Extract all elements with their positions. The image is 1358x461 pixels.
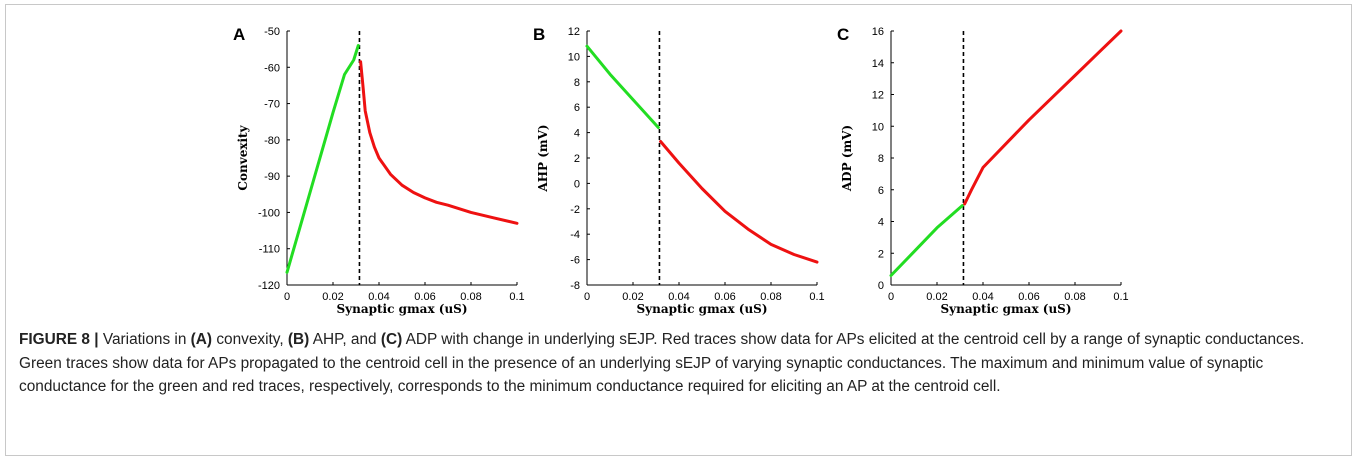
y-tick-label: 10 <box>872 121 884 133</box>
y-tick-label: 8 <box>878 153 884 165</box>
chart-panel-c: C 0 2 4 6 8 10 12 14 16 0 0.02 0.04 0.06 0.08 0.1 Synapt… <box>837 25 1129 316</box>
red-trace-line <box>659 140 819 264</box>
y-tick-label: 0 <box>574 178 580 190</box>
y-tick-label: 4 <box>574 128 580 140</box>
y-tick-label: 12 <box>872 90 884 102</box>
panel-letter: A <box>233 25 245 44</box>
x-tick-label: 0.1 <box>509 291 524 303</box>
x-tick-label: 0.04 <box>368 291 389 303</box>
red-trace-line <box>359 60 519 225</box>
panel-letter: B <box>533 25 545 44</box>
y-tick-label: 2 <box>574 153 580 165</box>
caption-text-3: AHP, and <box>309 331 381 348</box>
y-tick-label: -80 <box>264 135 280 147</box>
x-tick-label: 0.06 <box>714 291 735 303</box>
figure-charts: A-120-110-100-90-80-70-60-500 0.02 0.04 0.0… <box>233 25 1129 316</box>
x-axis-label: Synaptic gmax (uS) <box>636 302 767 316</box>
caption-text-4: ADP with change in underlying sEJP. Red … <box>19 331 1305 396</box>
figure-label: FIGURE 8 | <box>19 331 99 348</box>
x-tick-label: 0 <box>888 291 894 303</box>
x-tick-label: 0.04 <box>668 291 689 303</box>
x-axis-label: Synaptic gmax (uS) <box>336 302 467 316</box>
y-tick-label: 14 <box>872 58 884 70</box>
x-tick-label: 0.1 <box>1113 291 1128 303</box>
y-axis-label: ADP (mV) <box>840 125 854 192</box>
y-tick-label: -100 <box>258 207 280 219</box>
y-tick-label: 2 <box>878 248 884 260</box>
x-tick-label: 0.06 <box>1018 291 1039 303</box>
y-tick-label: 4 <box>878 217 884 229</box>
figure-caption: FIGURE 8 | Variations in (A) convexity, … <box>19 328 1337 399</box>
x-tick-label: 0.06 <box>414 291 435 303</box>
caption-ref-b: (B) <box>287 331 310 348</box>
y-tick-label: 16 <box>872 26 884 38</box>
y-tick-label: -110 <box>259 244 280 256</box>
y-tick-label: -60 <box>264 62 280 74</box>
panel-letter: C <box>837 25 849 44</box>
x-tick-label: 0.02 <box>322 291 343 303</box>
chart-panel-a: A -120 -110 -100 -90 -80 -70 -60 -50 0 0.02 0.04 0.0… <box>233 25 525 316</box>
x-tick-label: 0.1 <box>809 291 824 303</box>
y-tick-label: -4 <box>570 229 580 241</box>
x-tick-label: 0.08 <box>760 291 781 303</box>
red-trace-line <box>963 29 1123 206</box>
caption-text-2: convexity, <box>212 331 288 348</box>
y-axis-label: Convexity <box>236 124 250 190</box>
x-tick-label: 0.02 <box>926 291 947 303</box>
green-trace-line <box>285 44 360 274</box>
y-tick-label: -50 <box>264 26 280 38</box>
x-axis-label: Synaptic gmax (uS) <box>940 302 1071 316</box>
y-tick-label: 8 <box>574 77 580 89</box>
caption-text-1: Variations in <box>98 331 191 348</box>
y-tick-label: 10 <box>568 51 580 63</box>
y-tick-label: 6 <box>878 185 884 197</box>
y-tick-label: -6 <box>570 255 580 267</box>
y-tick-label: 12 <box>568 26 580 38</box>
x-tick-label: 0 <box>284 291 290 303</box>
green-trace-line <box>585 44 660 129</box>
y-tick-label: -90 <box>264 171 280 183</box>
chart-panel-b: B -8 -6 -4 -2 0 2 4 6 8 10 12 0 0.02 0.04 0.06 0.08 0.1 Sy… <box>533 25 825 316</box>
y-tick-label: -2 <box>570 204 580 216</box>
x-tick-label: 0.04 <box>972 291 993 303</box>
y-tick-label: 0 <box>878 280 884 292</box>
y-tick-label: -8 <box>570 280 580 292</box>
y-tick-label: -120 <box>258 280 280 292</box>
x-tick-label: 0.08 <box>460 291 481 303</box>
x-tick-label: 0.02 <box>622 291 643 303</box>
y-axis-label: AHP (mV) <box>536 124 550 192</box>
green-trace-line <box>889 204 964 277</box>
caption-ref-a: (A) <box>190 331 213 348</box>
x-tick-label: 0.08 <box>1064 291 1085 303</box>
y-tick-label: 6 <box>574 102 580 114</box>
x-tick-label: 0 <box>584 291 590 303</box>
y-tick-label: -70 <box>264 99 280 111</box>
figure-frame <box>5 4 1352 456</box>
caption-ref-c: (C) <box>380 331 403 348</box>
